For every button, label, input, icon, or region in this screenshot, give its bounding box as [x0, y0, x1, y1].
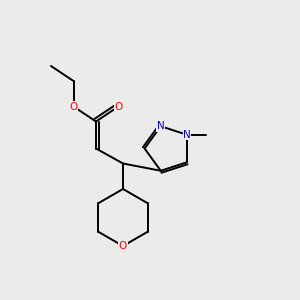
Text: O: O: [114, 101, 123, 112]
Text: N: N: [157, 121, 165, 131]
Text: O: O: [119, 241, 127, 251]
Text: N: N: [183, 130, 191, 140]
Text: O: O: [69, 101, 78, 112]
